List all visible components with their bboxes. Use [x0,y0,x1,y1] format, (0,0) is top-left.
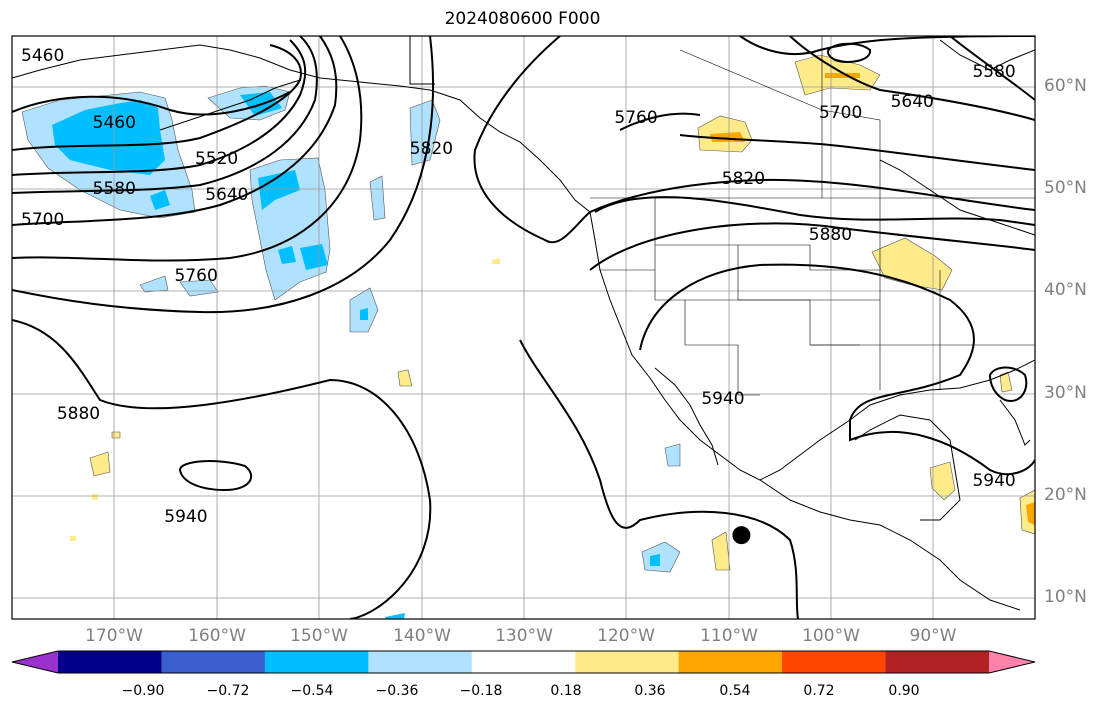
contour-label: 5640 [205,184,249,205]
contour-label: 5700 [21,210,65,231]
lat-label-10: 10°N [1044,587,1087,607]
lon-label-130w: 130°W [495,626,553,646]
contour-label: 5940 [701,389,745,410]
map-frame [11,35,1036,620]
lon-label-110w: 110°W [700,626,758,646]
colorbar-tick-label: 0.90 [888,683,920,699]
contour-label: 5580 [92,179,136,200]
lat-label-30: 30°N [1044,383,1087,403]
contour-label: 5580 [972,61,1016,82]
colorbar-tick-label: −0.72 [206,683,250,699]
contour-label: 5760 [614,107,658,128]
colorbar-tick-label: −0.54 [290,683,334,699]
contour-label: 5700 [818,102,863,123]
colorbar-tick-label: −0.36 [375,683,419,699]
colorbar-tick-label: 0.36 [634,683,666,699]
lat-label-60: 60°N [1044,76,1087,96]
contour-label: 5460 [92,112,136,133]
contour-label: 5820 [409,138,454,159]
lon-label-140w: 140°W [393,626,451,646]
colorbar-tick-label: −0.18 [459,683,503,699]
gridlines [12,36,1035,619]
storm-center-marker [732,526,751,545]
lon-label-120w: 120°W [597,626,655,646]
contour-label: 5880 [56,404,101,425]
contour-label: 5640 [890,92,934,113]
contour-label: 5880 [808,225,853,246]
lat-label-40: 40°N [1044,280,1087,300]
contour-label: 5460 [21,46,65,67]
colorbar-tick-label: 0.18 [550,683,582,699]
lon-label-150w: 150°W [290,626,348,646]
coastlines [12,36,1035,611]
chart-title: 2024080600 F000 [444,9,601,29]
contour-label: 5940 [972,470,1016,491]
contour-label: 5760 [174,266,218,287]
lat-label-50: 50°N [1044,178,1087,198]
lon-label-170w: 170°W [85,626,143,646]
negative-shading [21,85,681,619]
lon-label-100w: 100°W [802,626,860,646]
colorbar-tick-label: 0.72 [803,683,835,699]
lon-label-90w: 90°W [909,626,957,646]
positive-shading [70,54,1035,571]
lon-label-160w: 160°W [188,626,246,646]
height-contours [12,36,1035,619]
colorbar-tick-label: −0.90 [121,683,165,699]
contour-label: 5520 [194,148,239,169]
contour-label: 5940 [164,506,208,527]
lat-label-20: 20°N [1044,485,1087,505]
colorbar-tick-label: 0.54 [719,683,751,699]
contour-label: 5820 [721,169,766,190]
